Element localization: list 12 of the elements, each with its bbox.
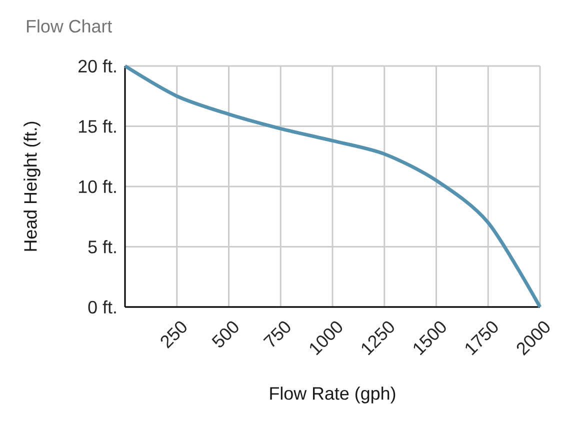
x-tick-label: 250 [160, 321, 186, 349]
x-tick-label: 750 [263, 321, 290, 347]
x-tick-label: 500 [212, 321, 238, 348]
y-axis-title: Head Height (ft.) [24, 122, 40, 251]
y-tick-label: 20 ft. [78, 59, 116, 73]
line-series [123, 64, 542, 309]
y-tick-label: 5 ft. [88, 240, 116, 254]
x-axis-title: Flow Rate (gph) [270, 386, 396, 404]
chart-title: Flow Chart [26, 19, 112, 33]
y-tick-label: 0 ft. [88, 300, 116, 314]
y-tick-label: 10 ft. [78, 180, 116, 194]
y-tick-label: 15 ft. [78, 120, 116, 133]
